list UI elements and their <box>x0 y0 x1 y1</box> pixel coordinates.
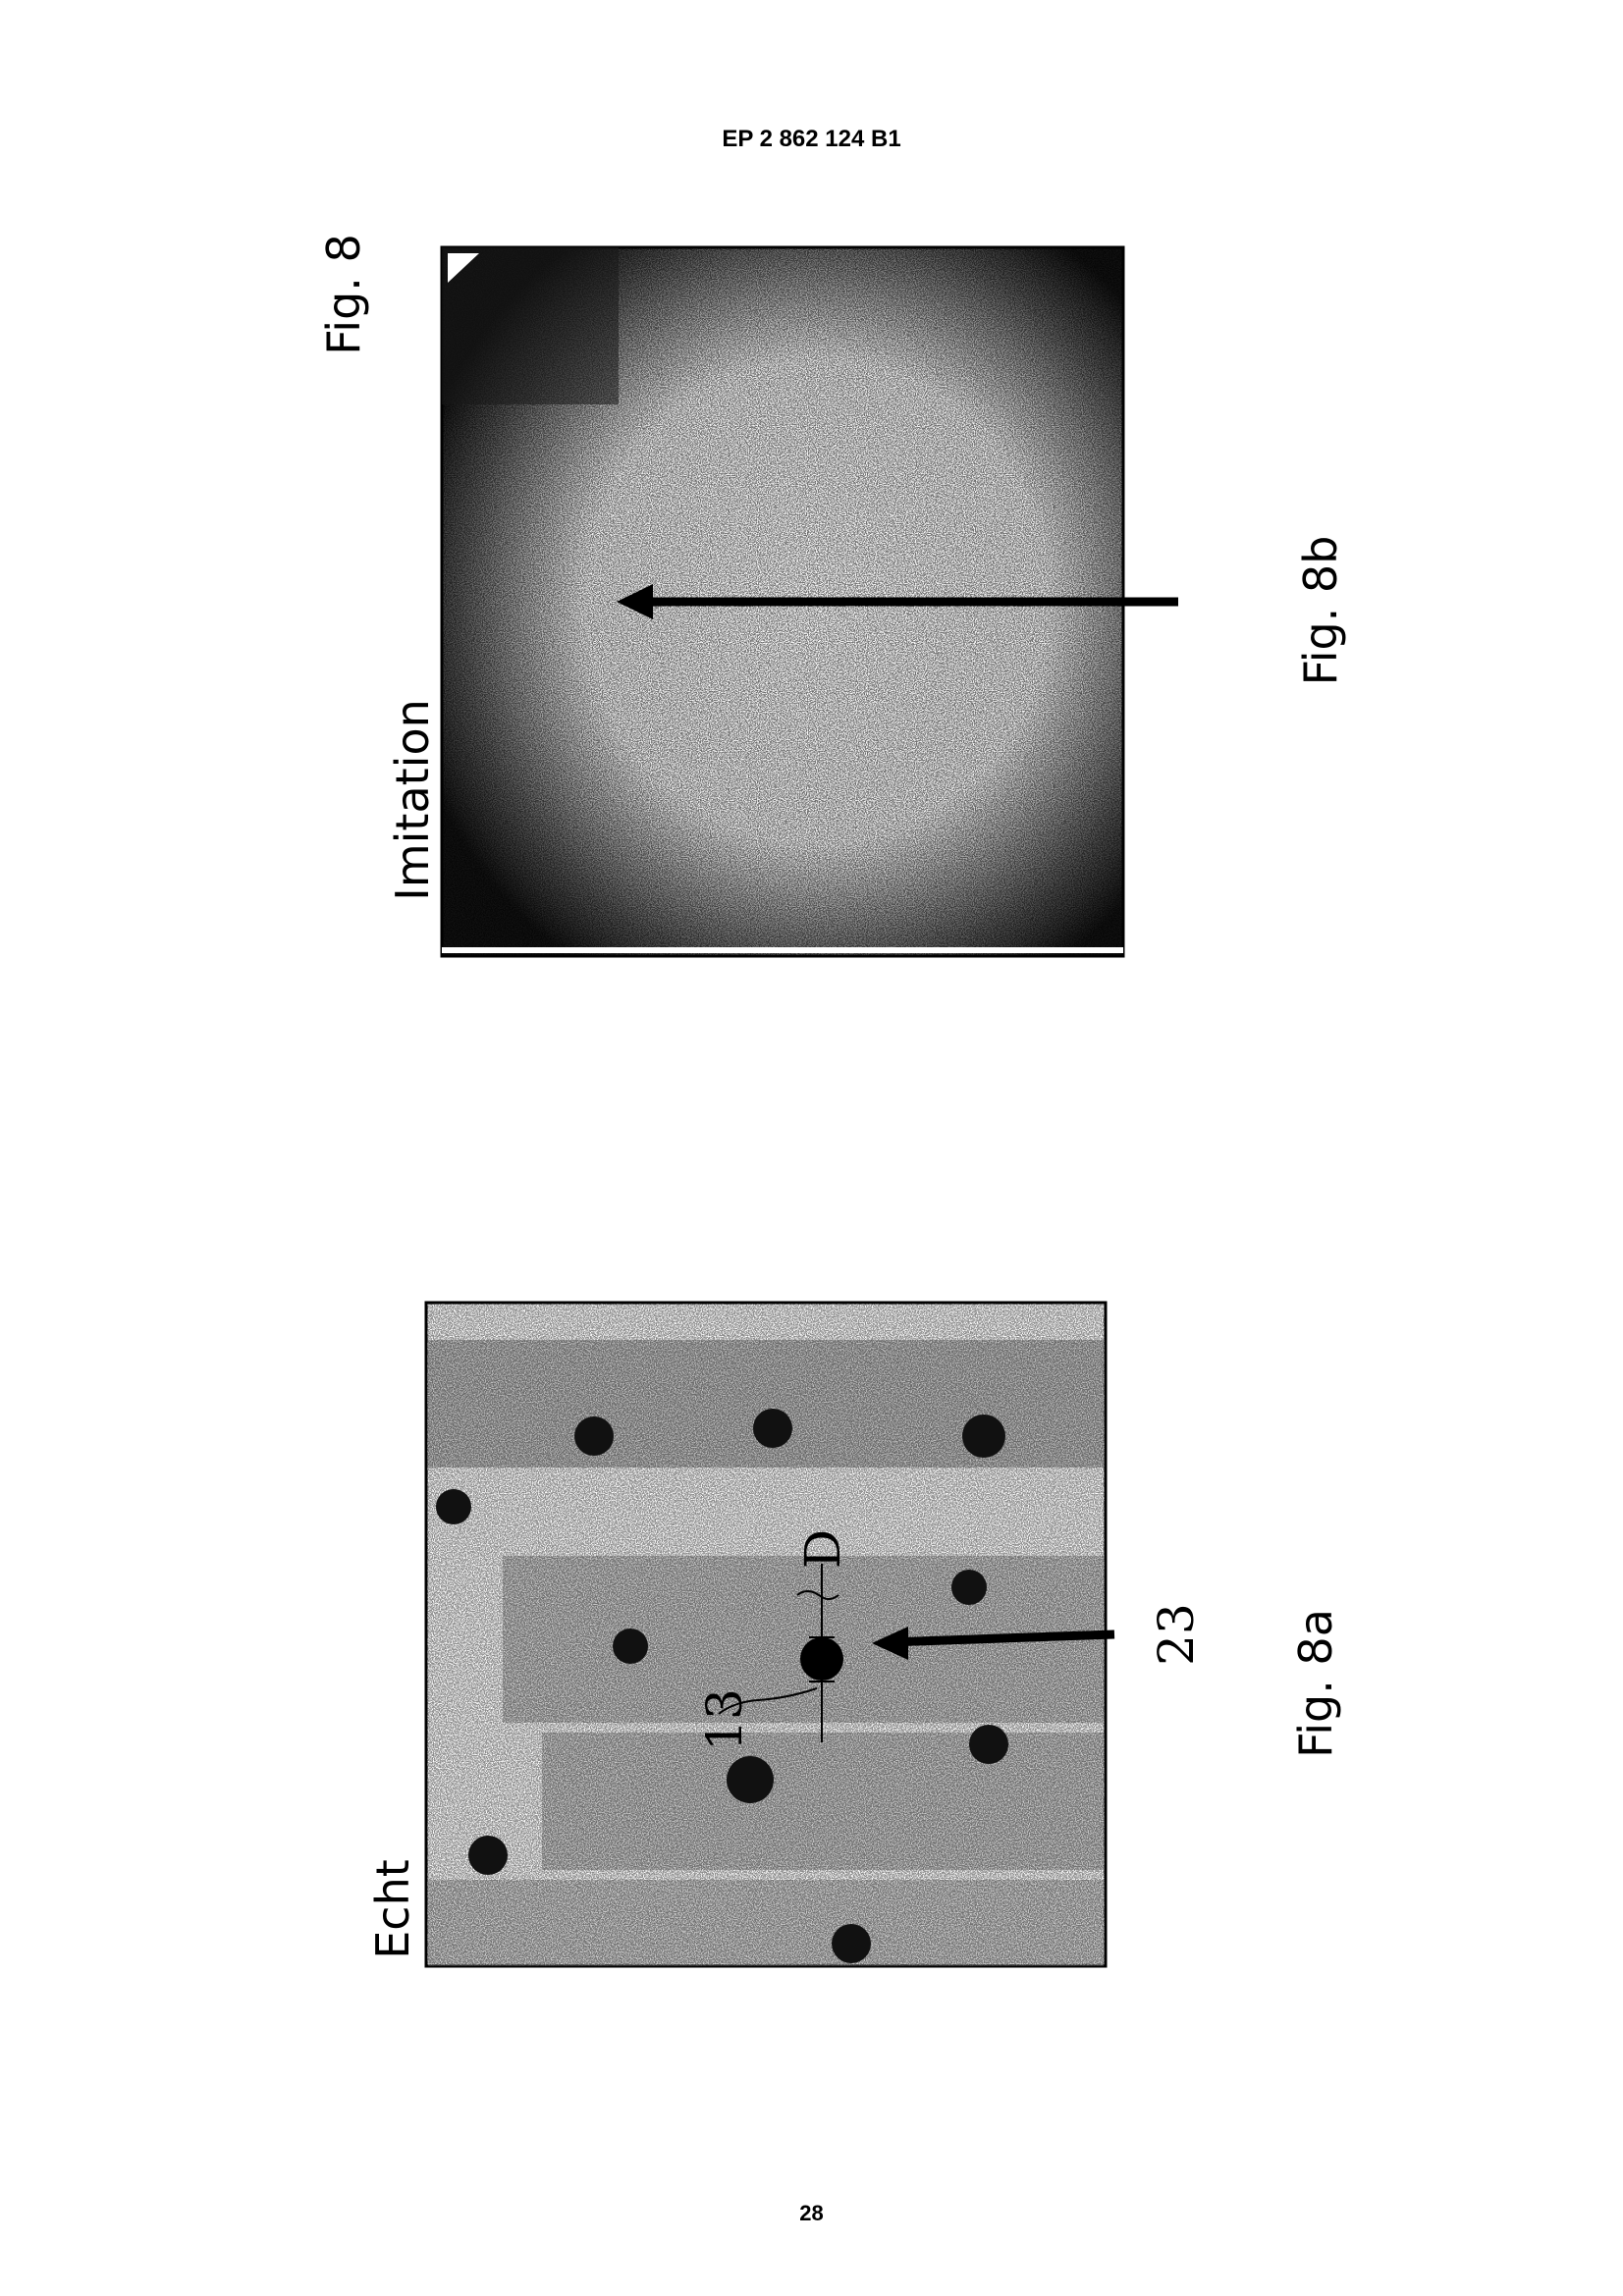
reference-13: 13 <box>696 1688 753 1751</box>
figure-title: Fig. 8 <box>317 234 370 355</box>
figure-8a-caption: Fig. 8a <box>1289 1609 1342 1758</box>
figure-8b-arrow <box>617 584 1178 619</box>
figure-8b-caption: Fig. 8b <box>1294 535 1347 686</box>
imitation-label: Imitation <box>386 699 439 901</box>
echt-label: Echt <box>366 1859 419 1959</box>
patent-header: EP 2 862 124 B1 <box>722 126 901 152</box>
page-number: 28 <box>799 2201 824 2225</box>
figure-8a-arrow <box>872 1627 1115 1660</box>
reference-D: D <box>794 1528 851 1570</box>
reference-23: 23 <box>1148 1603 1205 1666</box>
